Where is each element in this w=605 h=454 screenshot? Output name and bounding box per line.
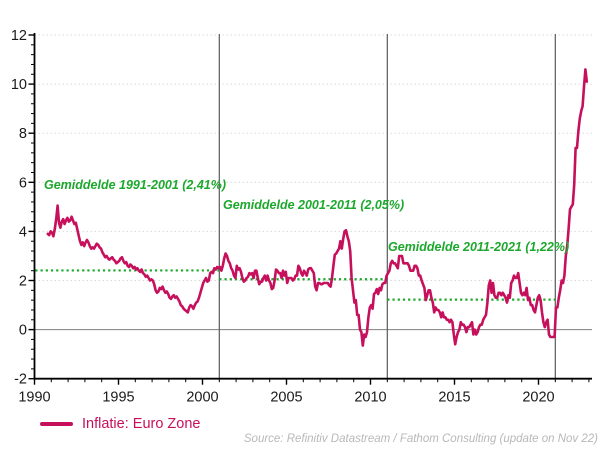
x-tick-label: 1995 (102, 390, 134, 406)
avg-annotation-2001-2011: Gemiddelde 2001-2011 (2,05%) (223, 198, 405, 212)
source-note: Source: Refinitiv Datastream / Fathom Co… (243, 433, 598, 445)
x-tick-label: 2005 (270, 390, 302, 406)
avg-annotation-2011-2021: Gemiddelde 2011-2021 (1,22%) (388, 240, 570, 254)
y-tick-label: 12 (11, 28, 27, 44)
x-tick-label: 1990 (18, 390, 50, 406)
y-tick-label: 0 (19, 323, 27, 339)
x-tick-label: 2015 (438, 390, 470, 406)
y-tick-label: 4 (19, 224, 27, 240)
y-tick-label: 2 (19, 274, 27, 290)
legend-label: Inflatie: Euro Zone (82, 416, 201, 432)
legend-line-swatch (40, 422, 73, 426)
x-tick-label: 2000 (186, 390, 218, 406)
y-tick-label: 8 (19, 126, 27, 142)
legend: Inflatie: Euro Zone (40, 416, 201, 432)
y-tick-label: 10 (11, 77, 27, 93)
y-tick-label: -2 (14, 372, 27, 388)
y-tick-label: 6 (19, 175, 27, 191)
x-tick-label: 2020 (522, 390, 554, 406)
series-inflatie-euro-zone (46, 68, 589, 347)
x-tick-label: 2010 (354, 390, 386, 406)
avg-annotation-1991-2001: Gemiddelde 1991-2001 (2,41%) (44, 178, 227, 192)
